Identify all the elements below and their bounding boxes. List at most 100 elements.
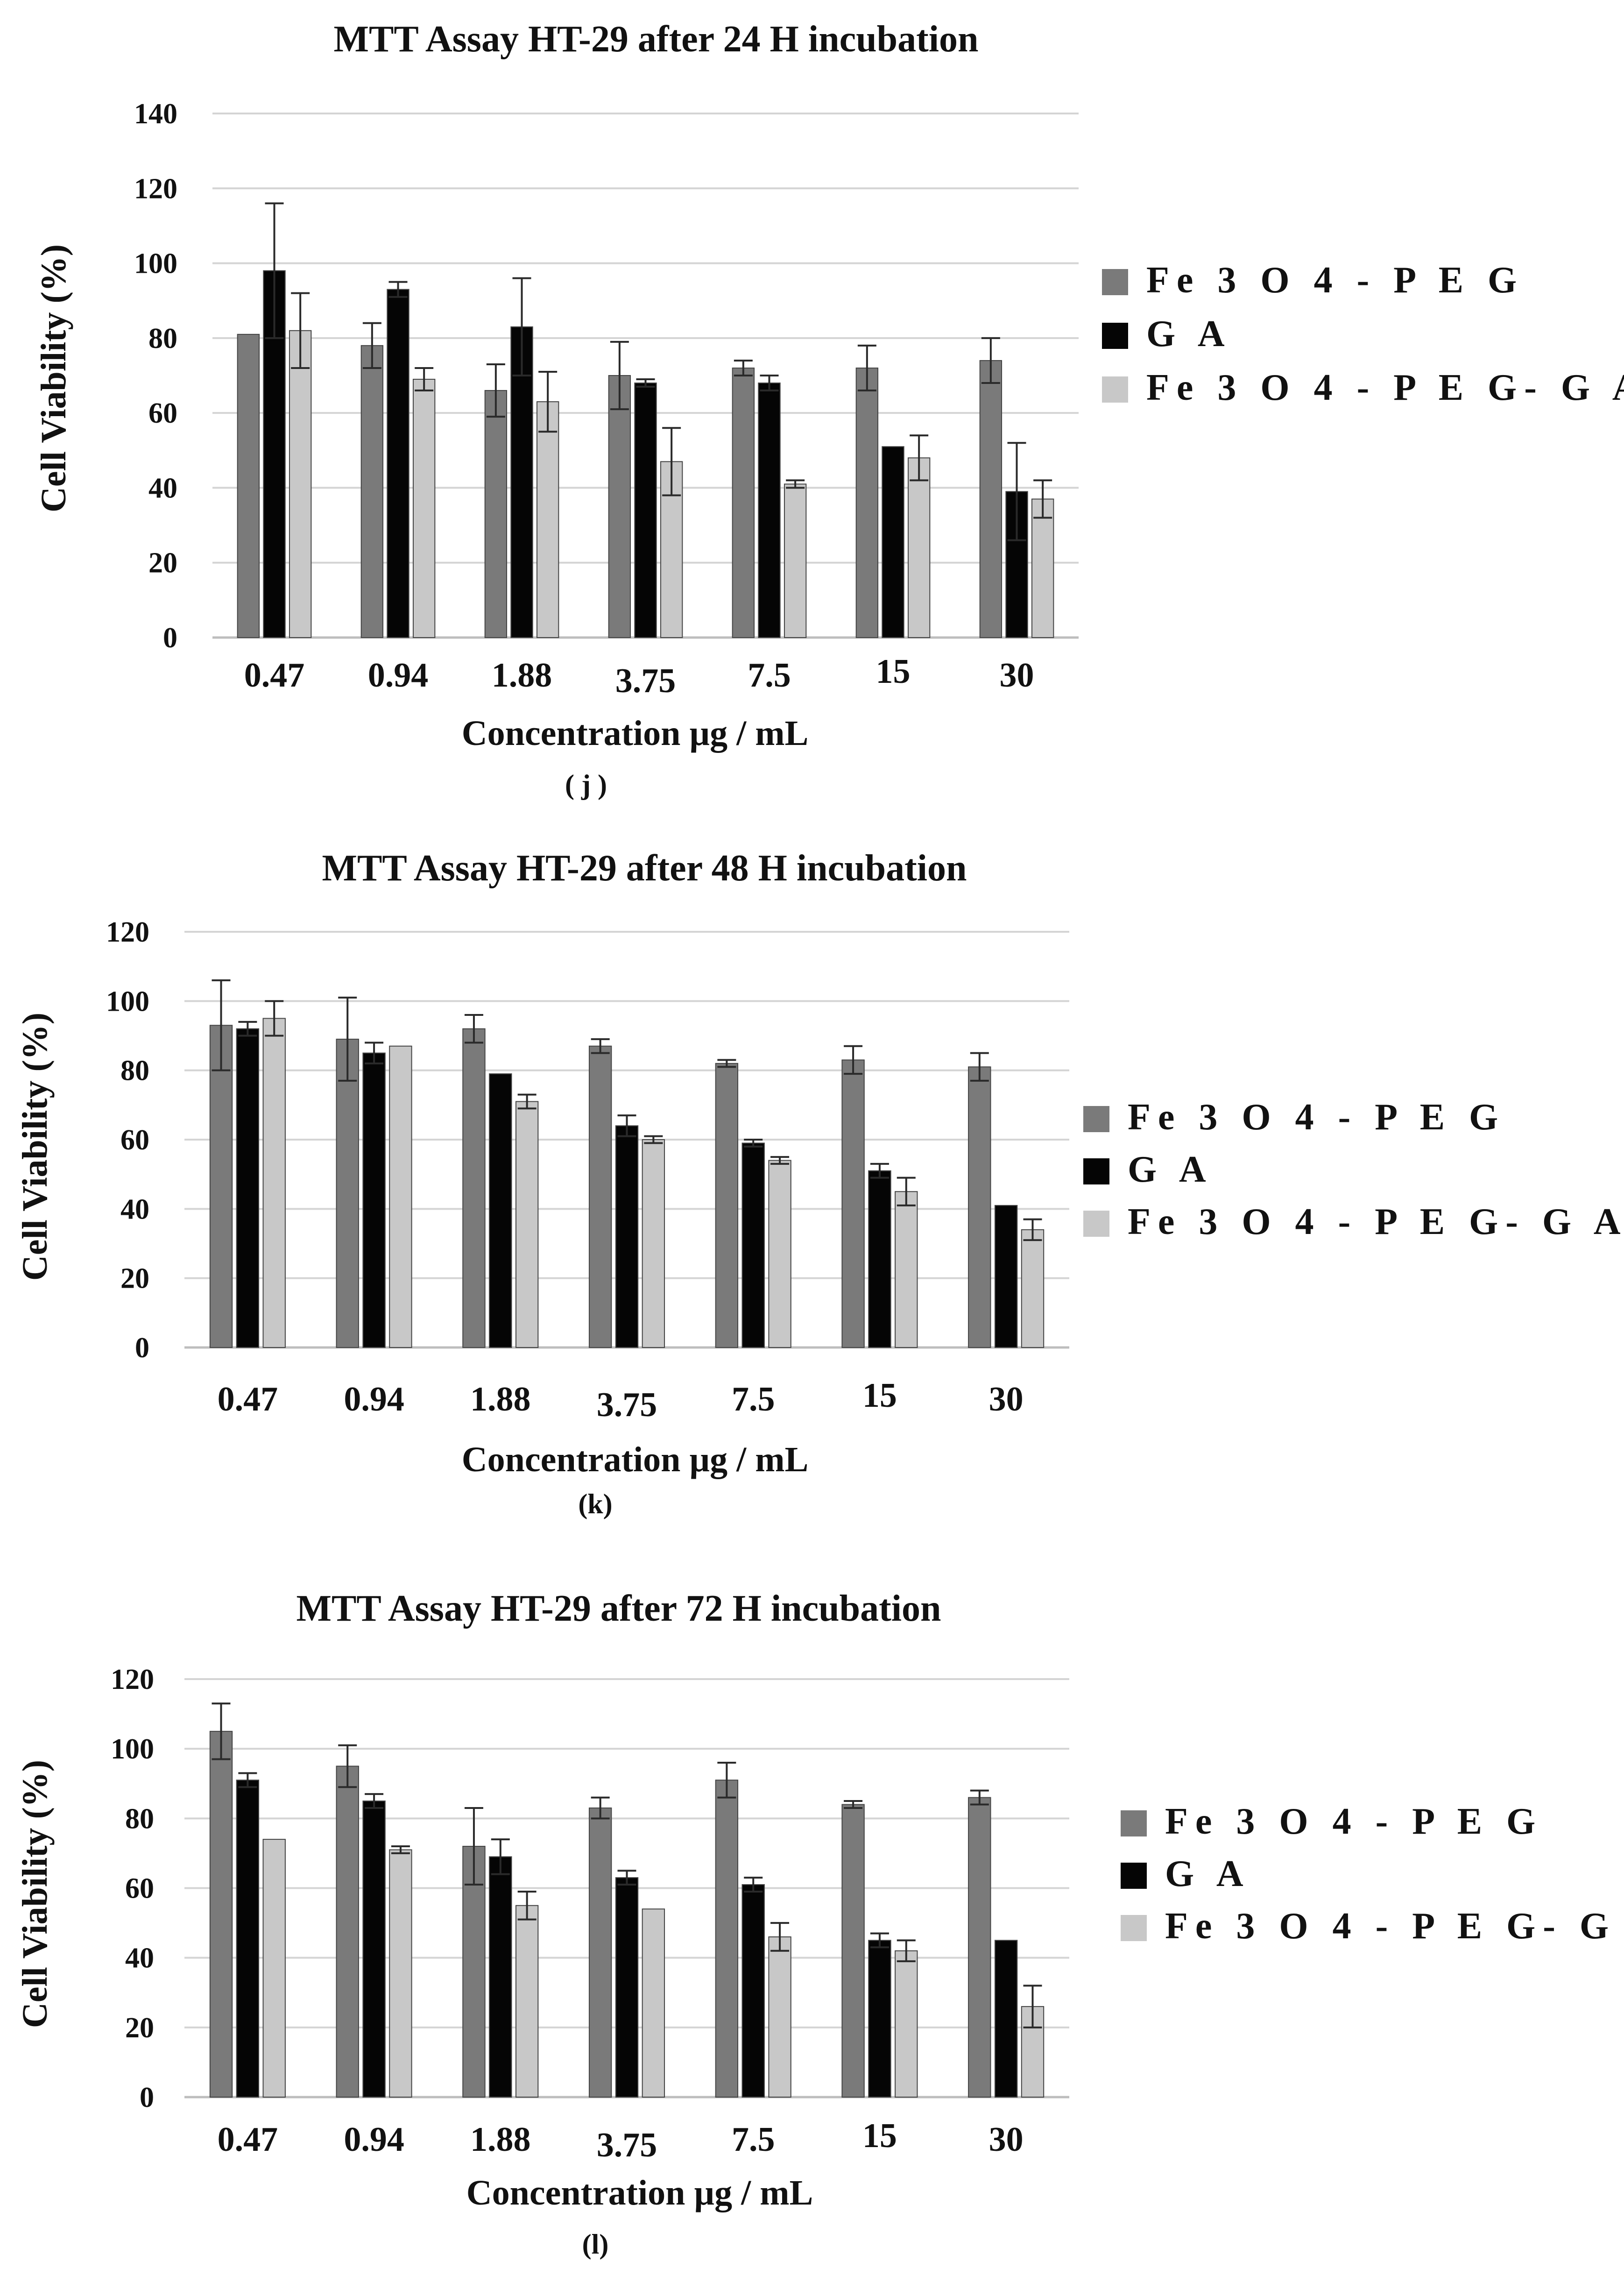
error-bar	[212, 979, 231, 1071]
error-bar	[734, 359, 753, 376]
bar-fe3o4-peg-ga	[895, 1191, 918, 1348]
x-axis-title: Concentration µg / mL	[466, 2173, 813, 2212]
error-bar	[744, 1877, 763, 1893]
chart-panel-24h: MTT Assay HT-29 after 24 H incubation Ce…	[34, 19, 1624, 800]
error-bar	[770, 1922, 790, 1952]
legend: Fe 3 O 4 - P E G G A Fe 3 O 4 - P E G- G A	[1102, 260, 1624, 408]
y-axis-title: Cell Viability (%)	[34, 244, 73, 512]
bar-ga	[741, 1884, 765, 2098]
plot-area: 0 20 40 60 80 100 120 0.47 0.94 1.88 3.75 7.5 15 30	[111, 1664, 1069, 2164]
bar-fe3o4-peg	[588, 1045, 612, 1348]
y-tick-label: 120	[106, 916, 149, 948]
error-bar	[517, 1093, 537, 1110]
error-bar	[464, 1014, 483, 1044]
bar-ga	[634, 383, 657, 638]
bar-fe3o4-peg-ga	[642, 1139, 665, 1348]
x-tick-label: 0.47	[218, 1380, 278, 1418]
x-tick-label: 7.5	[748, 656, 791, 695]
x-tick-label: 0.47	[244, 656, 305, 695]
x-tick-label: 15	[876, 652, 911, 691]
y-tick-label: 0	[140, 2082, 154, 2113]
bar-fe3o4-peg	[715, 1780, 739, 2098]
bar-fe3o4-peg	[841, 1059, 865, 1348]
x-tick-label: 0.94	[344, 2120, 404, 2159]
bar-fe3o4-peg-ga	[768, 1936, 791, 2098]
error-bar	[910, 434, 929, 482]
bar-fe3o4-peg-ga	[389, 1849, 412, 2098]
error-bar	[610, 340, 629, 411]
y-tick-label: 20	[120, 1263, 149, 1295]
bar-fe3o4-peg-ga	[412, 379, 436, 638]
bar-fe3o4-peg	[209, 1730, 233, 2098]
y-tick-label: 0	[135, 1332, 149, 1364]
x-tick-label: 3.75	[615, 662, 676, 700]
error-bar	[760, 375, 779, 392]
error-bar	[770, 1156, 790, 1165]
y-tick-label: 40	[120, 1193, 149, 1225]
bar-fe3o4-peg	[462, 1846, 486, 2098]
error-bar	[617, 1114, 636, 1137]
bar-fe3o4-peg-ga	[784, 483, 807, 638]
legend: Fe 3 O 4 - P E G G A Fe 3 O 4 - P E G- G A	[1083, 1097, 1621, 1242]
bar-fe3o4-peg-ga	[907, 457, 931, 638]
bar-fe3o4-peg	[360, 345, 384, 638]
x-tick-label: 1.88	[470, 1380, 531, 1418]
y-tick-label: 80	[148, 323, 177, 355]
bar-ga	[362, 1801, 386, 2098]
error-bar	[365, 1042, 384, 1064]
x-tick-label: 30	[1000, 656, 1034, 695]
error-bar	[1023, 1985, 1042, 2028]
y-tick-label: 100	[134, 248, 177, 280]
error-bar	[265, 202, 284, 339]
y-tick-label: 80	[125, 1803, 154, 1835]
x-tick-label: 30	[989, 1380, 1024, 1418]
y-tick-label: 20	[148, 547, 177, 579]
legend-swatch	[1102, 323, 1128, 349]
bar-fe3o4-peg-ga	[768, 1160, 791, 1348]
bar-fe3o4-peg-ga	[515, 1905, 539, 2098]
error-bar	[338, 1744, 357, 1788]
error-bar	[291, 292, 310, 369]
bar-fe3o4-peg	[608, 375, 631, 638]
y-tick-label: 0	[163, 622, 177, 654]
bar-fe3o4-peg	[237, 333, 260, 638]
bar-ga	[489, 1073, 512, 1348]
legend-label: Fe 3 O 4 - P E G	[1146, 260, 1524, 301]
x-tick-label: 0.47	[218, 2120, 278, 2159]
bar-fe3o4-peg	[462, 1028, 486, 1348]
legend-label: Fe 3 O 4 - P E G- G A	[1146, 367, 1624, 408]
error-bar	[464, 1807, 483, 1886]
x-tick-label: 0.94	[344, 1380, 404, 1418]
plot-area: 0 20 40 60 80 100 120 140 0.47 0.94 1.88 3.75 7.5 15 3…	[134, 98, 1079, 700]
error-bar	[897, 1177, 916, 1206]
error-bar	[491, 1838, 510, 1875]
y-axis-title: Cell Viability (%)	[15, 1013, 55, 1281]
error-bar	[238, 1021, 257, 1037]
error-bar	[870, 1163, 889, 1179]
legend-swatch	[1121, 1863, 1147, 1889]
error-bar	[591, 1038, 610, 1054]
error-bar	[870, 1932, 889, 1949]
bar-ga	[615, 1877, 639, 2098]
bar-ga	[882, 446, 904, 638]
bar-fe3o4-peg	[979, 360, 1003, 638]
legend-label: G A	[1165, 1853, 1251, 1894]
error-bar	[517, 1890, 537, 1921]
legend-label: Fe 3 O 4 - P E G	[1165, 1801, 1543, 1842]
error-bar	[265, 1000, 284, 1037]
y-tick-label: 40	[125, 1943, 154, 1974]
error-bar	[786, 479, 805, 489]
y-axis-title: Cell Viability (%)	[15, 1760, 55, 2028]
panel-label: (l)	[582, 2229, 609, 2260]
x-tick-label: 15	[862, 1376, 897, 1415]
bar-ga	[510, 326, 533, 638]
y-tick-label: 140	[134, 98, 177, 130]
legend-swatch	[1083, 1158, 1109, 1184]
bar-ga	[868, 1170, 891, 1348]
bar-fe3o4-peg-ga	[262, 1839, 286, 2098]
x-tick-label: 1.88	[470, 2120, 531, 2159]
bar-fe3o4-peg	[968, 1066, 991, 1348]
error-bar	[857, 344, 876, 392]
error-bar	[970, 1052, 989, 1082]
